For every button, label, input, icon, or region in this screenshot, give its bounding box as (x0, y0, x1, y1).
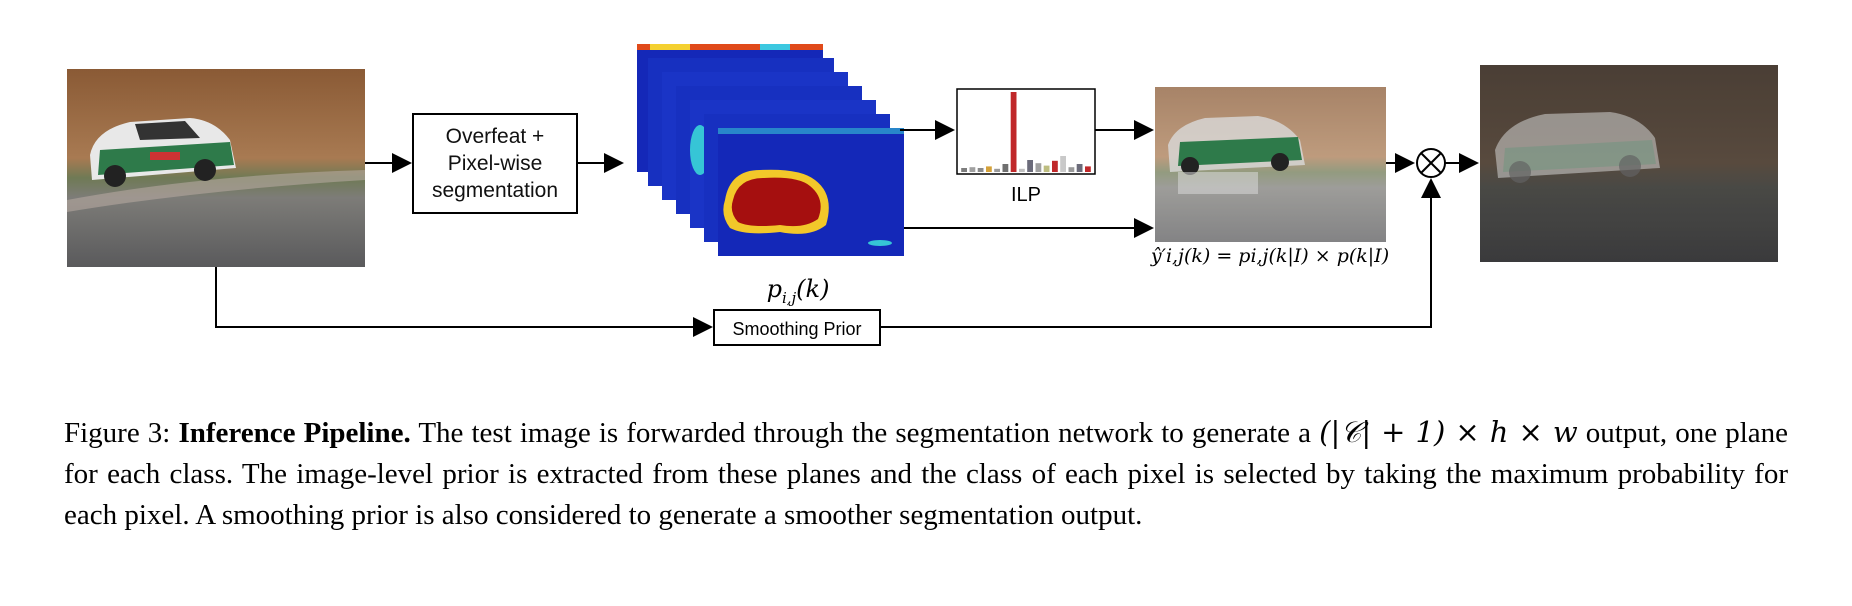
figure-caption: Figure 3: Inference Pipeline. The test i… (64, 412, 1788, 536)
overfeat-line1: Overfeat + (445, 125, 545, 148)
caption-text-2: output, one plane for each class. The im… (64, 417, 1788, 531)
race-car (90, 118, 236, 187)
ilp-bar (1019, 168, 1025, 172)
caption-text-1: The test image is forwarded through the … (410, 417, 1320, 449)
ilp-bar (1076, 164, 1083, 172)
heatmap-stack (637, 44, 904, 256)
ilp-bar (1068, 167, 1075, 172)
ilp-bar (994, 168, 1000, 172)
ilp-bar (1027, 160, 1033, 172)
output-image (1480, 65, 1778, 262)
heatmap-blob (723, 169, 829, 234)
ilp-label: ILP (1011, 184, 1041, 206)
ilp-bar-group (961, 92, 1091, 172)
segmented-image (1155, 87, 1386, 242)
overfeat-box-label: Overfeat + Pixel-wise segmentation (413, 114, 577, 213)
smoothing-prior-label: Smoothing Prior (732, 319, 861, 339)
overfeat-line2: Pixel-wise (447, 152, 543, 175)
equation-label: ŷ′i,j(k) = pi,j(k|I) × p(k|I) (1150, 245, 1389, 267)
ilp-bar (977, 168, 984, 172)
caption-bold-title: Inference Pipeline. (178, 417, 411, 449)
caption-prefix: Figure 3: (64, 417, 179, 449)
overfeat-box (412, 113, 578, 214)
ilp-bar (1060, 156, 1066, 172)
ilp-bar (969, 167, 976, 172)
ilp-bar (1002, 164, 1009, 172)
ilp-bar (986, 166, 992, 172)
ilp-chart-frame (956, 88, 1096, 175)
caption-math: (|𝒞| + 1) × h × w (1319, 415, 1578, 449)
ilp-bar (1035, 163, 1042, 172)
heatmap-label: pi,j(k) (767, 275, 830, 307)
ilp-bar (1043, 165, 1050, 172)
overfeat-line3: segmentation (431, 179, 559, 202)
input-image (67, 69, 365, 267)
ilp-bar (1085, 166, 1091, 172)
ilp-bar (1052, 160, 1058, 172)
ilp-bar (961, 168, 967, 172)
multiply-node (1416, 148, 1446, 178)
ilp-bar (1010, 92, 1017, 172)
